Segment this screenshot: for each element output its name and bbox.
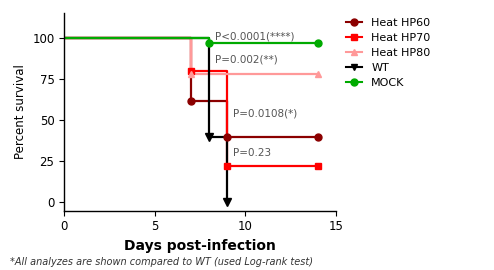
X-axis label: Days post-infection: Days post-infection <box>124 239 276 253</box>
Text: *All analyzes are shown compared to WT (used Log-rank test): *All analyzes are shown compared to WT (… <box>10 257 313 267</box>
Y-axis label: Percent survival: Percent survival <box>14 65 27 160</box>
Text: P=0.23: P=0.23 <box>233 148 271 158</box>
Legend: Heat HP60, Heat HP70, Heat HP80, WT, MOCK: Heat HP60, Heat HP70, Heat HP80, WT, MOC… <box>341 14 435 92</box>
Text: P=0.0108(*): P=0.0108(*) <box>233 109 297 119</box>
Text: P=0.002(**): P=0.002(**) <box>214 55 277 65</box>
Text: P<0.0001(****): P<0.0001(****) <box>214 32 294 42</box>
